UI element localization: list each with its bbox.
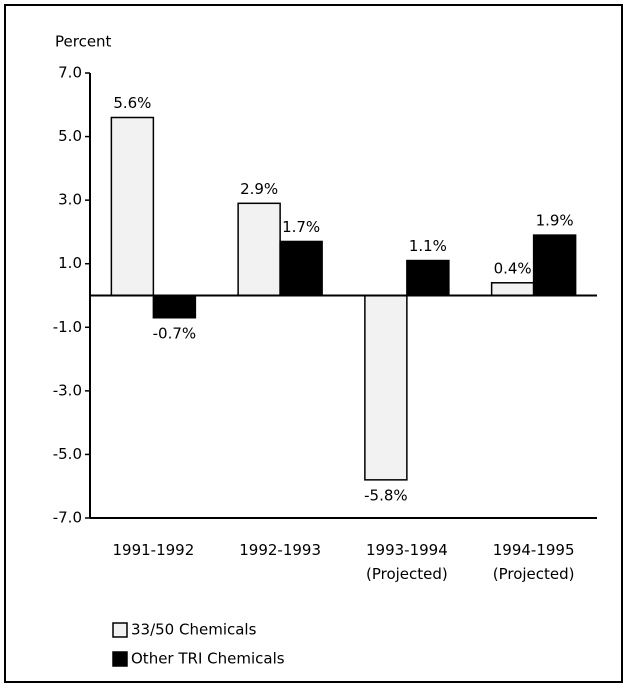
value-label: 2.9% <box>240 180 278 198</box>
legend-label: 33/50 Chemicals <box>131 621 257 639</box>
legend-swatch <box>112 651 128 667</box>
bar <box>152 294 197 319</box>
y-tick-label: 1.0 <box>58 254 82 272</box>
y-tick-label: -7.0 <box>53 509 82 527</box>
x-tick-label: 1994-1995 (Projected) <box>493 541 575 583</box>
y-tick-label: -3.0 <box>53 381 82 399</box>
y-tick-label: 3.0 <box>58 191 82 209</box>
x-tick-label: 1993-1994 (Projected) <box>366 541 448 583</box>
value-label: 1.7% <box>282 218 320 236</box>
value-label: 1.1% <box>409 237 447 255</box>
bar <box>237 202 281 297</box>
bar <box>490 282 535 297</box>
bar <box>279 240 323 297</box>
legend-swatch <box>112 622 128 638</box>
value-label: -5.8% <box>364 486 408 504</box>
value-label: 1.9% <box>536 212 574 230</box>
value-label: 0.4% <box>494 259 532 277</box>
y-tick-label: -1.0 <box>53 318 82 336</box>
y-axis-label: Percent <box>55 33 112 51</box>
y-tick-label: 7.0 <box>58 64 82 82</box>
bar <box>532 234 577 297</box>
bar <box>406 259 450 297</box>
value-label: 5.6% <box>113 94 151 112</box>
legend-label: Other TRI Chemicals <box>131 650 285 668</box>
bar <box>364 294 408 481</box>
x-tick-label: 1992-1993 <box>239 541 321 559</box>
bar <box>110 116 155 297</box>
x-tick-label: 1991-1992 <box>112 541 194 559</box>
value-label: -0.7% <box>153 324 197 342</box>
frame <box>4 4 623 683</box>
y-tick-label: 5.0 <box>58 127 82 145</box>
y-tick-label: -5.0 <box>53 445 82 463</box>
